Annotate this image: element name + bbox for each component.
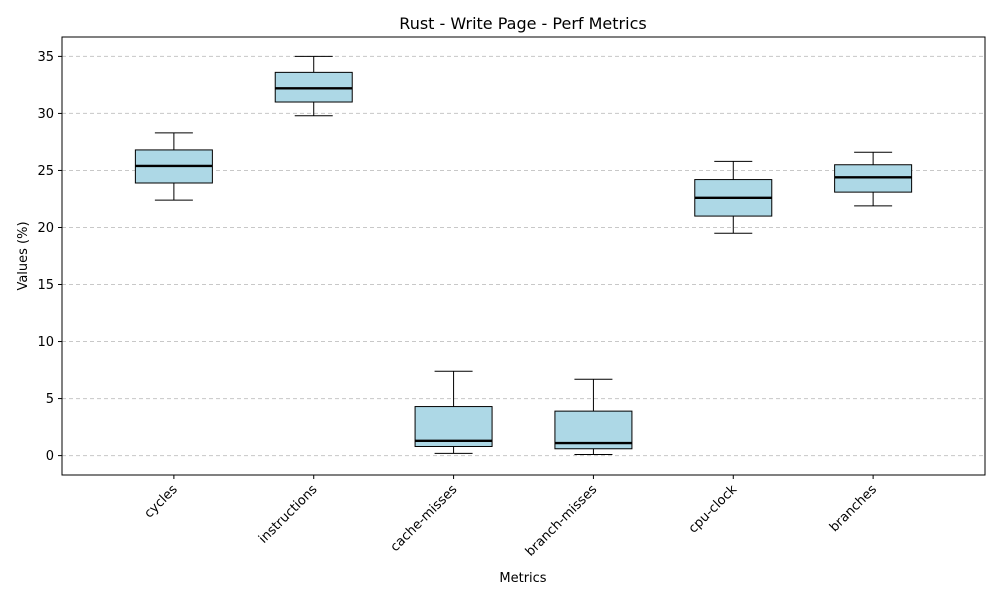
y-tick-label: 0 <box>46 449 54 464</box>
y-axis: 0 5 10 15 20 25 30 35 <box>37 50 62 464</box>
y-tick-label: 25 <box>37 164 54 179</box>
chart-title: Rust - Write Page - Perf Metrics <box>399 14 646 33</box>
box-instructions <box>274 55 353 117</box>
y-tick-label: 20 <box>37 221 54 236</box>
box-cache-misses <box>414 370 493 454</box>
x-tick-label: instructions <box>256 482 321 547</box>
y-tick-label: 5 <box>46 392 54 407</box>
y-axis-label: Values (%) <box>16 221 31 290</box>
box-cycles <box>134 132 213 201</box>
y-tick-label: 10 <box>37 335 54 350</box>
x-tick-label: cache-misses <box>388 482 461 555</box>
plot-frame <box>61 36 986 476</box>
x-axis-label: Metrics <box>499 571 546 586</box>
x-axis: cycles instructions cache-misses branch-mis… <box>142 475 880 560</box>
y-tick-label: 35 <box>37 50 54 65</box>
box-cpu-clock <box>694 160 773 234</box>
x-tick-label: cycles <box>142 482 181 521</box>
box-branches <box>834 151 913 207</box>
box-branch-misses <box>554 378 633 455</box>
y-tick-label: 30 <box>37 107 54 122</box>
y-tick-label: 15 <box>37 278 54 293</box>
x-tick-label: branches <box>827 482 880 535</box>
x-tick-label: branch-misses <box>523 482 601 560</box>
box-series <box>134 55 913 455</box>
x-tick-label: cpu-clock <box>686 482 741 537</box>
grid-lines <box>62 55 985 457</box>
